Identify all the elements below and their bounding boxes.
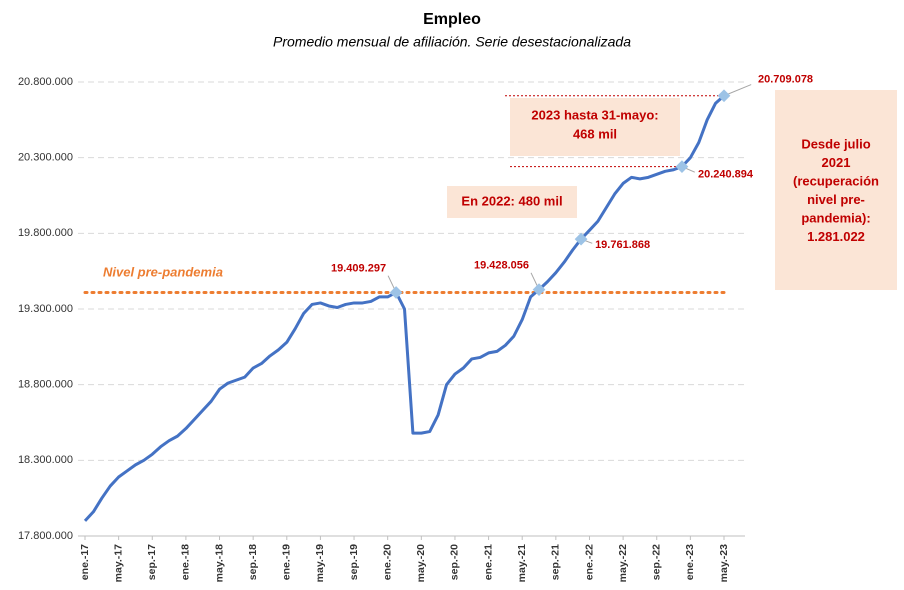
x-tick-label: sep.-19 xyxy=(348,544,360,580)
x-tick-label: sep.-22 xyxy=(651,544,663,580)
x-tick-label: may.-23 xyxy=(718,544,730,582)
y-tick-label: 20.300.000 xyxy=(18,152,73,164)
y-tick-label: 19.300.000 xyxy=(18,303,73,315)
x-tick-label: may.-19 xyxy=(314,544,326,582)
chart-subtitle: Promedio mensual de afiliación. Serie de… xyxy=(273,34,631,50)
x-tick-label: ene.-18 xyxy=(180,544,192,580)
data-label: 20.709.078 xyxy=(758,74,813,86)
x-tick-label: may.-20 xyxy=(415,544,427,582)
x-tick-label: ene.-19 xyxy=(281,544,293,580)
x-tick-label: may.-18 xyxy=(213,544,225,582)
annotation-box xyxy=(775,90,897,290)
data-marker xyxy=(389,286,403,299)
x-tick-label: may.-22 xyxy=(617,544,629,582)
data-label: 19.409.297 xyxy=(331,262,386,274)
x-tick-label: ene.-17 xyxy=(79,544,91,580)
annotation-text: pandemia): xyxy=(801,210,870,225)
x-tick-label: sep.-18 xyxy=(247,544,259,580)
data-line xyxy=(83,94,725,522)
y-tick-label: 20.800.000 xyxy=(18,76,73,88)
annotation-text: En 2022: 480 mil xyxy=(461,193,562,208)
x-tick-label: sep.-17 xyxy=(146,544,158,580)
data-label: 19.761.868 xyxy=(595,239,650,251)
x-tick-label: sep.-20 xyxy=(449,544,461,580)
annotation-text: 1.281.022 xyxy=(807,229,865,244)
x-tick-label: ene.-23 xyxy=(684,544,696,580)
x-tick-label: ene.-22 xyxy=(583,544,595,580)
data-label: 20.240.894 xyxy=(698,169,754,181)
y-tick-label: 19.800.000 xyxy=(18,227,73,239)
annotation-text: nivel pre- xyxy=(807,192,865,207)
annotation-text: 2023 hasta 31-mayo: xyxy=(531,107,658,122)
data-label: 19.428.056 xyxy=(474,260,529,272)
annotation-text: Desde julio xyxy=(801,136,870,151)
x-tick-label: ene.-21 xyxy=(482,544,494,580)
y-tick-label: 17.800.000 xyxy=(18,530,73,542)
x-tick-label: ene.-20 xyxy=(381,544,393,580)
annotation-box xyxy=(510,98,680,156)
annotation-text: (recuperación xyxy=(793,173,879,188)
leader-line xyxy=(723,84,752,97)
y-tick-label: 18.300.000 xyxy=(18,454,73,466)
annotation-text: 468 mil xyxy=(573,126,617,141)
annotation-box xyxy=(447,186,577,218)
y-tick-label: 18.800.000 xyxy=(18,379,73,391)
chart-title: Empleo xyxy=(423,11,481,28)
x-tick-label: may.-21 xyxy=(516,544,528,582)
annotation-text: 2021 xyxy=(822,155,851,170)
x-tick-label: may.-17 xyxy=(112,544,124,582)
x-tick-label: sep.-21 xyxy=(550,544,562,580)
reference-label: Nivel pre-pandemia xyxy=(103,264,223,279)
